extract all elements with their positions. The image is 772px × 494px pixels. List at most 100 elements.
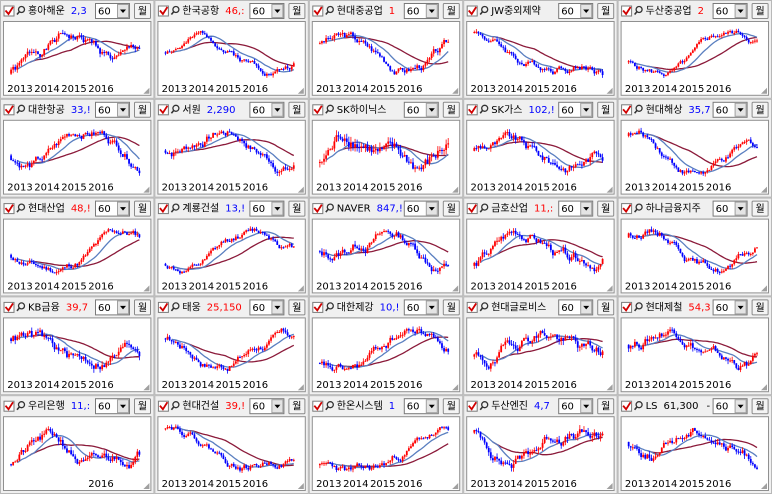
candle-body [494,142,496,145]
candle-body [552,71,554,74]
search-icon[interactable] [326,5,334,14]
search-icon[interactable] [17,104,26,112]
unit-button[interactable] [597,200,615,217]
unit-button[interactable] [442,200,460,217]
checkbox[interactable] [621,104,633,116]
checkbox[interactable] [466,104,478,116]
chart-area [620,119,769,195]
candle-body [86,457,89,460]
search-icon[interactable] [326,203,334,211]
checkbox[interactable] [312,400,324,412]
unit-button[interactable] [442,3,460,19]
search-icon[interactable] [635,104,643,112]
unit-button[interactable] [134,101,151,118]
header-text: 두산중공업 2 [646,4,704,17]
unit-button[interactable] [751,200,769,217]
checkbox[interactable] [157,400,169,412]
search-icon[interactable] [481,5,489,14]
unit-button[interactable] [751,3,769,19]
search-icon[interactable] [17,401,26,409]
unit-button[interactable] [134,299,151,316]
candle-body [234,466,237,469]
candle-body [257,347,260,351]
search-icon[interactable] [172,104,180,112]
search-icon[interactable] [17,302,26,310]
checkbox[interactable] [312,104,324,116]
unit-button[interactable] [288,398,306,415]
unit-button[interactable] [134,3,151,19]
unit-button[interactable] [288,200,306,217]
search-icon[interactable] [481,203,489,211]
checkbox[interactable] [157,5,169,17]
checkbox[interactable] [3,5,15,17]
search-icon[interactable] [481,401,489,409]
unit-button[interactable] [134,398,151,415]
search-icon[interactable] [635,203,643,211]
unit-button[interactable] [288,3,306,19]
checkbox[interactable] [157,203,169,215]
search-icon[interactable] [172,203,180,211]
checkbox[interactable] [621,301,633,313]
candle-body [694,170,696,173]
checkbox[interactable] [157,104,169,116]
candle-body [189,352,192,355]
checkbox[interactable] [466,5,478,17]
unit-button[interactable] [751,101,769,118]
checkbox[interactable] [466,203,478,215]
unit-button[interactable] [442,101,460,118]
checkbox[interactable] [3,301,15,313]
checkbox[interactable] [312,301,324,313]
unit-button[interactable] [751,398,769,415]
search-icon[interactable] [172,401,180,409]
candle-body [76,263,79,266]
unit-button[interactable] [134,200,151,217]
search-icon[interactable] [172,302,180,310]
unit-button[interactable] [288,299,306,316]
candle-body [576,341,579,348]
candle-body [556,164,558,167]
checkbox[interactable] [157,301,169,313]
unit-button[interactable] [597,398,615,415]
unit-button[interactable] [597,3,615,19]
candle-body [166,265,169,269]
search-icon[interactable] [17,5,26,14]
search-icon[interactable] [326,104,334,112]
unit-button[interactable] [597,299,615,316]
search-icon[interactable] [635,5,643,14]
checkbox[interactable] [621,5,633,17]
search-icon[interactable] [172,5,180,14]
candle-body [601,157,604,161]
checkbox[interactable] [3,203,15,215]
search-icon[interactable] [326,401,334,409]
checkbox[interactable] [621,203,633,215]
candle-body [667,331,669,335]
period-value: 60 [716,402,729,413]
candle-body [564,436,567,443]
checkbox[interactable] [466,301,478,313]
moving-average [183,341,295,363]
candle-body [80,135,83,139]
checkbox[interactable] [312,5,324,17]
candle-body [401,456,404,462]
checkbox[interactable] [466,400,478,412]
checkbox[interactable] [312,203,324,215]
candle-body [61,348,64,351]
unit-button[interactable] [751,299,769,316]
search-icon[interactable] [635,302,643,310]
unit-button[interactable] [442,398,460,415]
search-icon[interactable] [481,302,489,310]
unit-button[interactable] [442,299,460,316]
x-axis-year: 2016 [551,380,576,391]
search-icon[interactable] [326,302,334,310]
candle-body [642,454,645,457]
search-icon[interactable] [635,401,643,409]
unit-button[interactable] [288,101,306,118]
search-icon-handle [170,406,175,411]
search-icon[interactable] [17,203,26,211]
checkbox[interactable] [3,104,15,116]
search-icon[interactable] [481,104,489,112]
checkbox[interactable] [621,400,633,412]
checkbox[interactable] [3,400,15,412]
stock-name: 두산엔진 [491,400,528,412]
unit-button[interactable] [597,101,615,118]
